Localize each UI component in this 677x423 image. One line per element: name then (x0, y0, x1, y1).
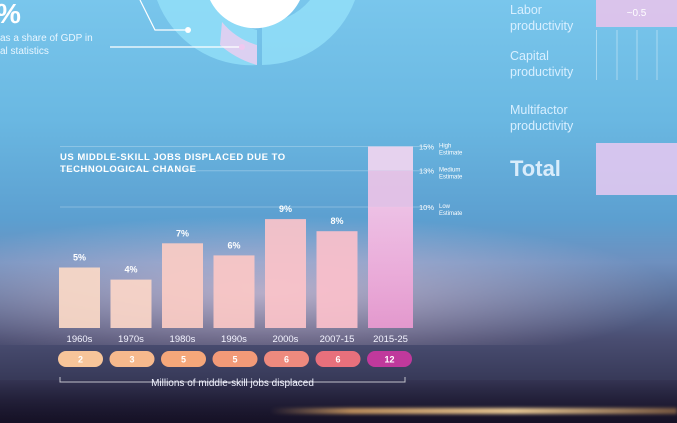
x-tick-2000s: 2000s (273, 334, 299, 345)
bar-1980s (162, 243, 203, 328)
bar-high-estimate (368, 146, 413, 171)
bar-low-estimate (368, 207, 413, 328)
estimate-label-0-b: Estimate (439, 151, 463, 157)
bar-label-2000s: 9% (279, 204, 292, 214)
x-tick-1960s: 1960s (67, 334, 93, 345)
chart-title: US MIDDLE-SKILL JOBS DISPLACED DUE TO TE… (60, 152, 286, 175)
jobs-pill-2015-25 (367, 351, 412, 367)
jobs-pill-1980s (161, 351, 206, 367)
total-label: Total (510, 156, 561, 181)
gdp-note: as a share of GDP in al statistics (0, 32, 110, 58)
total-value-box (596, 143, 677, 195)
labor-productivity-label: Labor productivity (510, 3, 574, 33)
x-tick-1970s: 1970s (118, 334, 144, 345)
estimate-label-1-b: Estimate (439, 175, 463, 181)
bar-2000s (265, 219, 306, 328)
jobs-pill-1990s (212, 351, 258, 367)
jobs-pill-label-1960s: 2 (78, 355, 83, 365)
donut-center (210, 0, 300, 29)
jobs-pill-label-2015-25: 12 (384, 355, 394, 365)
x-tick-1980s: 1980s (170, 334, 196, 345)
donut-marker-2 (239, 44, 245, 50)
percent-figure: % (0, 0, 21, 30)
estimate-pct-0: 15% (419, 143, 434, 152)
capital-productivity-label: Capital productivity (510, 49, 574, 79)
jobs-pill-label-2000s: 6 (284, 355, 289, 365)
estimate-pct-2: 10% (419, 203, 434, 212)
labor-value-box: ~0.5 (596, 0, 677, 27)
jobs-pill-2007-15 (315, 351, 361, 367)
bar-label-2007-15: 8% (330, 216, 343, 226)
bar-1990s (213, 255, 255, 328)
background-city-lights (270, 408, 677, 414)
donut-chart (110, 0, 355, 66)
bar-2007-15 (316, 231, 358, 328)
background-cityscape (0, 380, 677, 423)
bar-label-1990s: 6% (227, 240, 240, 250)
jobs-pill-2000s (264, 351, 309, 367)
bar-1970s (110, 279, 152, 328)
donut-pink-segment (220, 22, 257, 65)
estimate-pct-1: 13% (419, 167, 434, 176)
capital-grid-lines (616, 30, 658, 80)
donut-leader-line-1 (139, 0, 185, 31)
gdp-note-line1: as a share of GDP in (0, 33, 93, 44)
capital-grid-box (596, 30, 677, 80)
bar-1960s (59, 267, 100, 328)
jobs-pill-1960s (58, 351, 103, 367)
x-tick-2015-25: 2015-25 (373, 334, 408, 345)
jobs-pill-label-1980s: 5 (181, 355, 186, 365)
multifactor-productivity-label: Multifactor productivity (510, 103, 574, 133)
donut-right-ring (262, 0, 355, 65)
x-axis-caption: Millions of middle-skill jobs displaced (151, 378, 314, 389)
estimate-label-1: Medium (439, 168, 460, 174)
estimate-label-2-b: Estimate (439, 211, 463, 217)
estimate-label-2: Low (439, 204, 451, 210)
bar-label-1970s: 4% (124, 265, 137, 275)
bar-medium-estimate (368, 170, 413, 207)
gdp-note-line2: al statistics (0, 46, 49, 57)
jobs-pill-label-1970s: 3 (129, 355, 134, 365)
estimate-label-0: High (439, 144, 451, 150)
bar-label-1980s: 7% (176, 228, 189, 238)
donut-marker-1 (185, 27, 191, 33)
jobs-pill-label-2007-15: 6 (335, 355, 340, 365)
x-axis-bracket (59, 377, 406, 383)
labor-value: ~0.5 (626, 8, 647, 19)
bar-label-1960s: 5% (73, 253, 86, 263)
jobs-pill-label-1990s: 5 (232, 355, 237, 365)
x-tick-1990s: 1990s (221, 334, 247, 345)
x-tick-2007-15: 2007-15 (320, 334, 355, 345)
jobs-pill-1970s (109, 351, 155, 367)
